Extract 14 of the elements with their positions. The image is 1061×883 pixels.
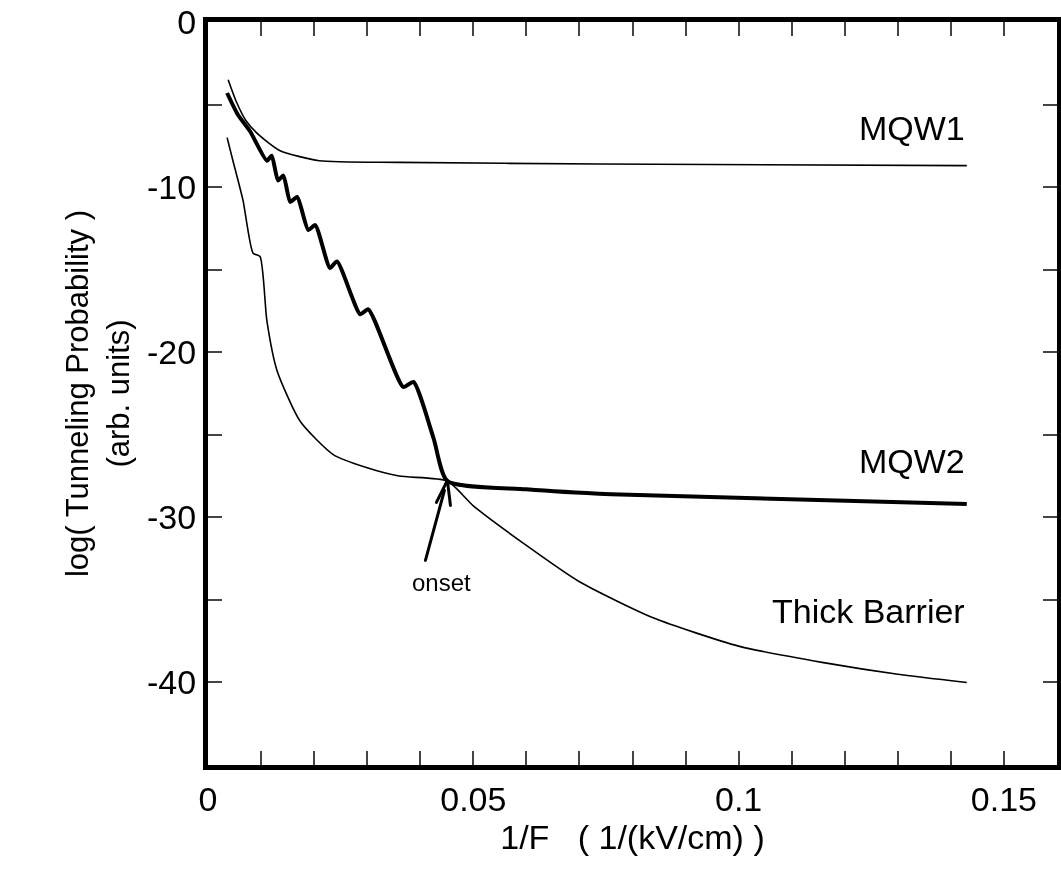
x-tick-label: 0.1 xyxy=(715,779,763,818)
series-label: MQW2 xyxy=(859,442,965,480)
y-axis-title: log( Tunneling Probability ) (arb. units) xyxy=(60,209,136,578)
series-label: Thick Barrier xyxy=(772,592,965,630)
x-tick-label: 0.05 xyxy=(440,779,507,818)
y-tick-label: -20 xyxy=(147,333,197,372)
y-tick-label: 0 xyxy=(177,2,197,41)
y-tick-label: -10 xyxy=(147,168,197,207)
series-label: MQW1 xyxy=(859,109,965,147)
x-axis-title: 1/F ( 1/(kV/cm) ) xyxy=(500,817,765,856)
y-tick-label: -30 xyxy=(147,498,197,537)
y-tick-label: -40 xyxy=(147,663,197,702)
x-tick-label: 0.15 xyxy=(970,779,1038,818)
annotation: onset xyxy=(412,569,472,596)
